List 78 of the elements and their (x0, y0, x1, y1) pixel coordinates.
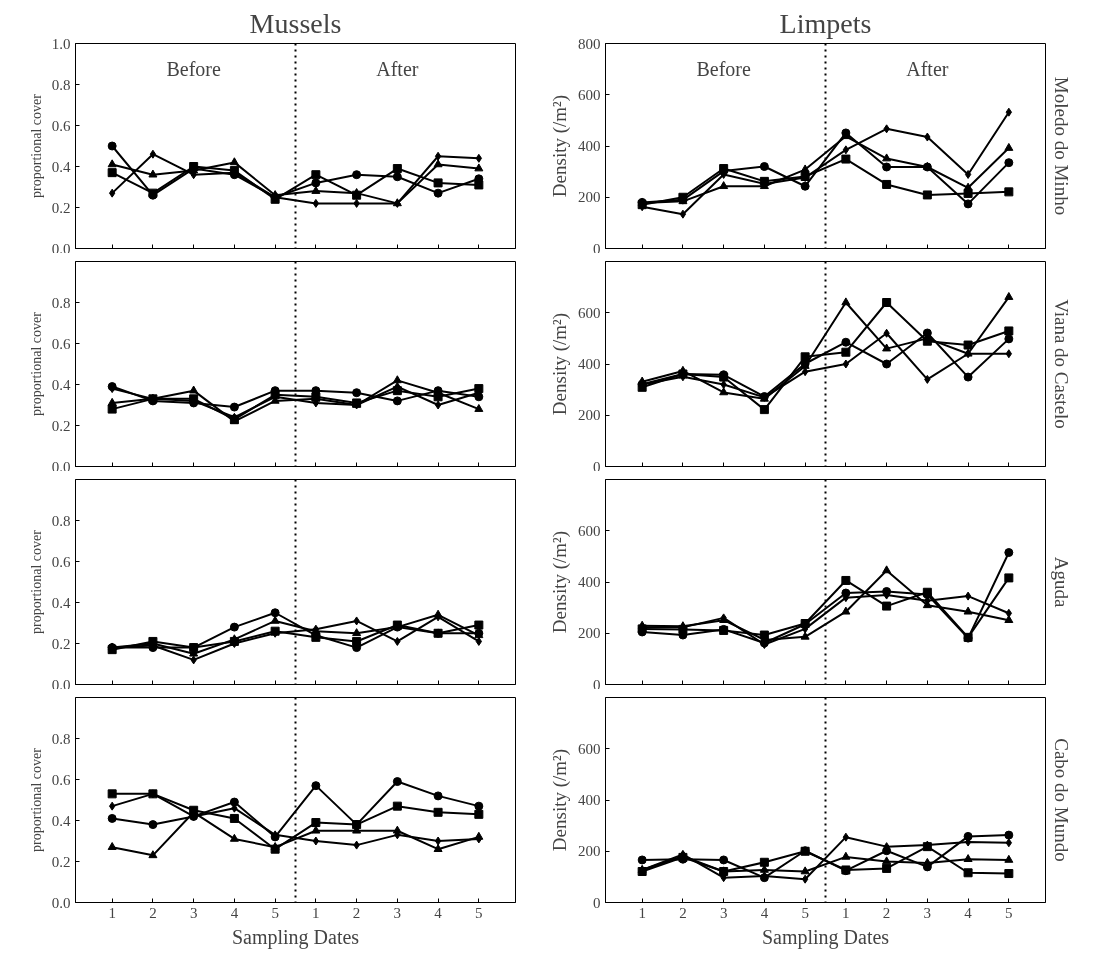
x-tick-label: 3 (189, 904, 198, 921)
x-tick-label: 4 (760, 904, 769, 921)
y-tick-label: 0.2 (51, 635, 71, 652)
y-tick-label: 0.6 (51, 771, 71, 788)
y-tick-label: 400 (578, 792, 601, 808)
y-tick-label: 0.6 (51, 117, 71, 134)
x-tick-label: 5 (1005, 904, 1013, 921)
y-tick-label: 800 (578, 35, 601, 52)
y2-axis-title: Moledo do Minho (1050, 76, 1072, 216)
x-tick-label: 3 (393, 904, 402, 921)
y-tick-label: 0 (593, 240, 601, 257)
y-axis-title: Density (/m²) (549, 530, 571, 634)
y-tick-label: 0.0 (51, 676, 71, 693)
x-axis-title: Sampling Dates (231, 925, 360, 949)
y-tick-label: 0.8 (51, 512, 71, 529)
x-tick-label: 3 (923, 904, 932, 921)
x-tick-label: 5 (475, 904, 483, 921)
y-tick-label: 600 (578, 304, 601, 321)
y-tick-label: 0.0 (51, 240, 71, 257)
y-axis-title: Density (/m²) (549, 94, 571, 198)
y-tick-label: 0.4 (51, 158, 71, 175)
y-axis-title: proportional cover (28, 311, 44, 416)
y-tick-label: 0.4 (51, 594, 71, 611)
y-tick-label: 0.2 (51, 199, 71, 216)
x-tick-label: 3 (719, 904, 728, 921)
y-tick-label: 600 (578, 740, 601, 757)
y-tick-label: 0 (593, 458, 601, 475)
x-tick-label: 1 (312, 904, 320, 921)
y-tick-label: 0.8 (51, 730, 71, 747)
y-tick-label: 400 (578, 356, 601, 372)
y-axis-title: Density (/m²) (549, 312, 571, 416)
x-tick-label: 5 (271, 904, 279, 921)
x-tick-label: 1 (842, 904, 850, 921)
x-tick-label: 1 (638, 904, 646, 921)
x-tick-label: 4 (434, 904, 443, 921)
y-axis-title: proportional cover (28, 529, 44, 634)
y2-axis-title: Aguda (1050, 556, 1072, 608)
y-tick-label: 600 (578, 86, 601, 103)
x-tick-label: 2 (882, 904, 891, 921)
y-tick-label: 600 (578, 522, 601, 539)
y-tick-label: 0.2 (51, 853, 71, 870)
y-tick-label: 200 (578, 189, 601, 206)
y-tick-label: 200 (578, 843, 601, 860)
y-tick-label: 0 (593, 676, 601, 693)
y-axis-title: proportional cover (28, 747, 44, 852)
y-tick-label: 0.8 (51, 294, 71, 311)
y-tick-label: 0.6 (51, 335, 71, 352)
y-tick-label: 200 (578, 625, 601, 642)
y2-axis-title: Viana do Castelo (1050, 299, 1072, 429)
y-tick-label: 0 (593, 894, 601, 911)
chart-title: Limpets (779, 7, 872, 39)
x-tick-label: 2 (352, 904, 361, 921)
annotation: After (376, 58, 419, 81)
y-tick-label: 0.4 (51, 812, 71, 829)
y-tick-label: 0.6 (51, 553, 71, 570)
y2-axis-title: Cabo do Mundo (1050, 738, 1072, 862)
annotation: Before (166, 58, 221, 81)
x-tick-label: 5 (801, 904, 809, 921)
y-axis-title: Density (/m²) (549, 748, 571, 852)
x-tick-label: 2 (149, 904, 157, 921)
annotation: After (906, 58, 949, 81)
x-tick-label: 1 (108, 904, 116, 921)
y-tick-label: 0.0 (51, 458, 71, 475)
y-axis-title: proportional cover (28, 93, 44, 198)
y-tick-label: 400 (578, 138, 601, 154)
chart-title: Mussels (249, 7, 342, 39)
y-tick-label: 0.2 (51, 417, 71, 434)
x-axis-title: Sampling Dates (761, 925, 890, 949)
y-tick-label: 200 (578, 407, 601, 424)
y-tick-label: 0.8 (51, 76, 71, 93)
x-tick-label: 4 (230, 904, 239, 921)
x-tick-label: 4 (964, 904, 973, 921)
x-tick-label: 2 (679, 904, 687, 921)
y-tick-label: 0.0 (51, 894, 71, 911)
y-tick-label: 0.4 (51, 376, 71, 393)
y-tick-label: 400 (578, 574, 601, 590)
y-tick-label: 1.0 (51, 35, 71, 52)
annotation: Before (696, 58, 751, 81)
